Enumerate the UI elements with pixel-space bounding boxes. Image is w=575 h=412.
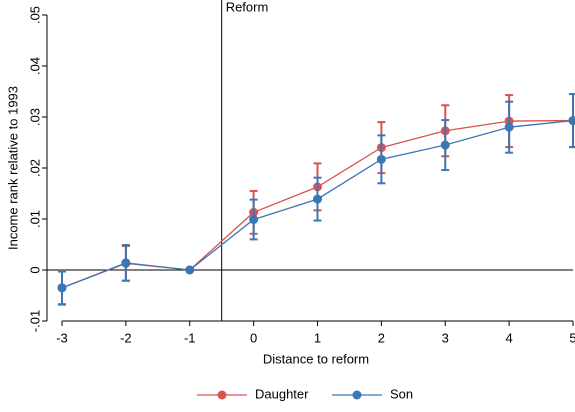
y-tick-label: -.01 bbox=[27, 310, 42, 332]
y-tick-label: .04 bbox=[27, 57, 42, 75]
point bbox=[57, 283, 67, 293]
x-tick-label: 3 bbox=[442, 330, 449, 345]
legend-label: Daughter bbox=[255, 386, 309, 401]
point bbox=[568, 116, 575, 126]
x-tick-label: 5 bbox=[569, 330, 575, 345]
x-axis-label: Distance to reform bbox=[263, 351, 369, 366]
x-tick-label: 4 bbox=[506, 330, 513, 345]
y-axis-label: Income rank relative to 1993 bbox=[5, 86, 20, 250]
y-tick-label: 0 bbox=[27, 266, 42, 273]
reform-label: Reform bbox=[226, 0, 269, 14]
legend-marker bbox=[217, 390, 227, 400]
x-tick-label: -2 bbox=[120, 330, 132, 345]
point bbox=[121, 258, 131, 268]
y-tick-label: .01 bbox=[27, 210, 42, 228]
point bbox=[249, 215, 259, 225]
x-tick-label: 1 bbox=[314, 330, 321, 345]
x-tick-label: -3 bbox=[56, 330, 68, 345]
point bbox=[504, 122, 514, 132]
y-tick-label: .02 bbox=[27, 159, 42, 177]
legend-label: Son bbox=[390, 386, 413, 401]
point bbox=[440, 140, 450, 150]
y-tick-label: .03 bbox=[27, 108, 42, 126]
point bbox=[376, 154, 386, 164]
x-tick-label: -1 bbox=[184, 330, 196, 345]
legend-marker bbox=[352, 390, 362, 400]
point bbox=[313, 194, 322, 204]
point bbox=[185, 265, 195, 275]
x-tick-label: 0 bbox=[250, 330, 257, 345]
y-tick-label: .05 bbox=[27, 6, 42, 24]
x-tick-label: 2 bbox=[378, 330, 385, 345]
